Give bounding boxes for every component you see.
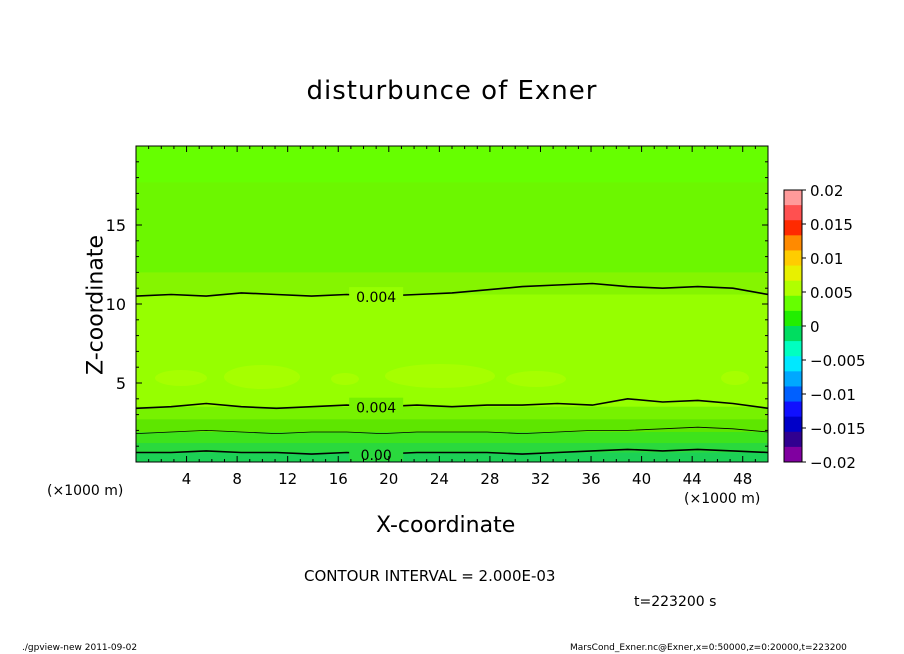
x-tick-label: 24 <box>430 470 449 488</box>
colorbar-swatch <box>784 190 802 206</box>
contour-line <box>136 426 768 435</box>
colorbar-swatch <box>784 341 802 357</box>
patch <box>155 370 207 386</box>
colorbar-tick-label: −0.015 <box>810 420 866 438</box>
x-tick-label: 32 <box>531 470 550 488</box>
patch <box>331 373 359 385</box>
x-tick-label: 12 <box>278 470 297 488</box>
patch <box>385 364 495 388</box>
contour-fill <box>136 146 768 462</box>
patch <box>506 371 566 387</box>
colorbar-tick-label: 0.02 <box>810 182 843 200</box>
colorbar-tick-label: 0.01 <box>810 250 843 268</box>
y-axis-label: Z-coordinate <box>83 235 109 375</box>
colorbar-swatch <box>784 371 802 387</box>
colorbar-tick-label: 0.005 <box>810 284 853 302</box>
colorbar-tick-label: 0.015 <box>810 216 853 234</box>
colorbar-swatch <box>784 356 802 372</box>
x-tick-label: 44 <box>683 470 702 488</box>
x-tick-label: 4 <box>182 470 192 488</box>
x-unit-label-left: (×1000 m) <box>47 483 124 499</box>
colorbar-swatch <box>784 295 802 312</box>
colorbar-swatch <box>784 431 802 448</box>
x-tick-label: 40 <box>632 470 651 488</box>
contour-label: 0.004 <box>356 401 396 417</box>
colorbar-tick-label: 0 <box>810 318 820 336</box>
y-tick-label: 10 <box>106 295 126 314</box>
colorbar-swatch <box>784 401 802 418</box>
colorbar-tick-label: −0.01 <box>810 386 856 404</box>
fill-band <box>136 452 768 462</box>
x-unit-label-right: (×1000 m) <box>684 491 761 507</box>
footer-right: MarsCond_Exner.nc@Exner,x=0:50000,z=0:20… <box>570 643 847 653</box>
y-tick-label: 15 <box>106 216 126 235</box>
colorbar-swatch <box>784 250 802 267</box>
x-tick-label: 36 <box>581 470 600 488</box>
y-tick-label: 5 <box>116 374 126 393</box>
colorbar-tick-label: −0.005 <box>810 352 866 370</box>
contour-interval-label: CONTOUR INTERVAL = 2.000E-03 <box>304 567 556 585</box>
colorbar: 0.02 0.015 0.01 0.005 0 −0.005 −0.01 −0.015 −0.0… <box>783 182 866 472</box>
contour-lines: 0.004 0.004 0.00 <box>136 282 768 464</box>
colorbar-swatch <box>784 220 802 236</box>
colorbar-swatch <box>784 310 802 327</box>
contour-label: 0.004 <box>356 290 396 306</box>
colorbar-swatch <box>784 280 802 297</box>
colorbar-tick-label: −0.02 <box>810 454 856 472</box>
colorbar-swatch <box>784 326 802 342</box>
colorbar-swatch <box>784 265 802 282</box>
patch <box>721 371 749 385</box>
contour-line <box>136 282 768 297</box>
contour-label-bg <box>349 287 404 304</box>
x-tick-label: 28 <box>480 470 499 488</box>
contour-line <box>136 448 768 455</box>
chart-title: disturbunce of Exner <box>306 76 598 106</box>
contour-label: 0.00 <box>361 448 392 464</box>
x-tick-label: 20 <box>379 470 398 488</box>
x-axis-label: X-coordinate <box>376 513 516 538</box>
contour-label-bg <box>349 397 404 414</box>
colorbar-swatch <box>784 235 802 251</box>
colorbar-swatch <box>784 205 802 221</box>
x-tick-label: 48 <box>733 470 752 488</box>
contour-patches <box>155 364 749 389</box>
x-tick-label: 8 <box>232 470 242 488</box>
colorbar-swatch <box>784 446 802 463</box>
x-tick-label: 16 <box>329 470 348 488</box>
contour-label-bg <box>349 445 404 462</box>
patch <box>224 365 300 389</box>
time-label: t=223200 s <box>634 594 717 610</box>
contour-line <box>136 397 768 410</box>
colorbar-swatch <box>784 416 802 433</box>
footer-left: ./gpview-new 2011-09-02 <box>22 643 138 653</box>
colorbar-swatch <box>784 386 802 403</box>
